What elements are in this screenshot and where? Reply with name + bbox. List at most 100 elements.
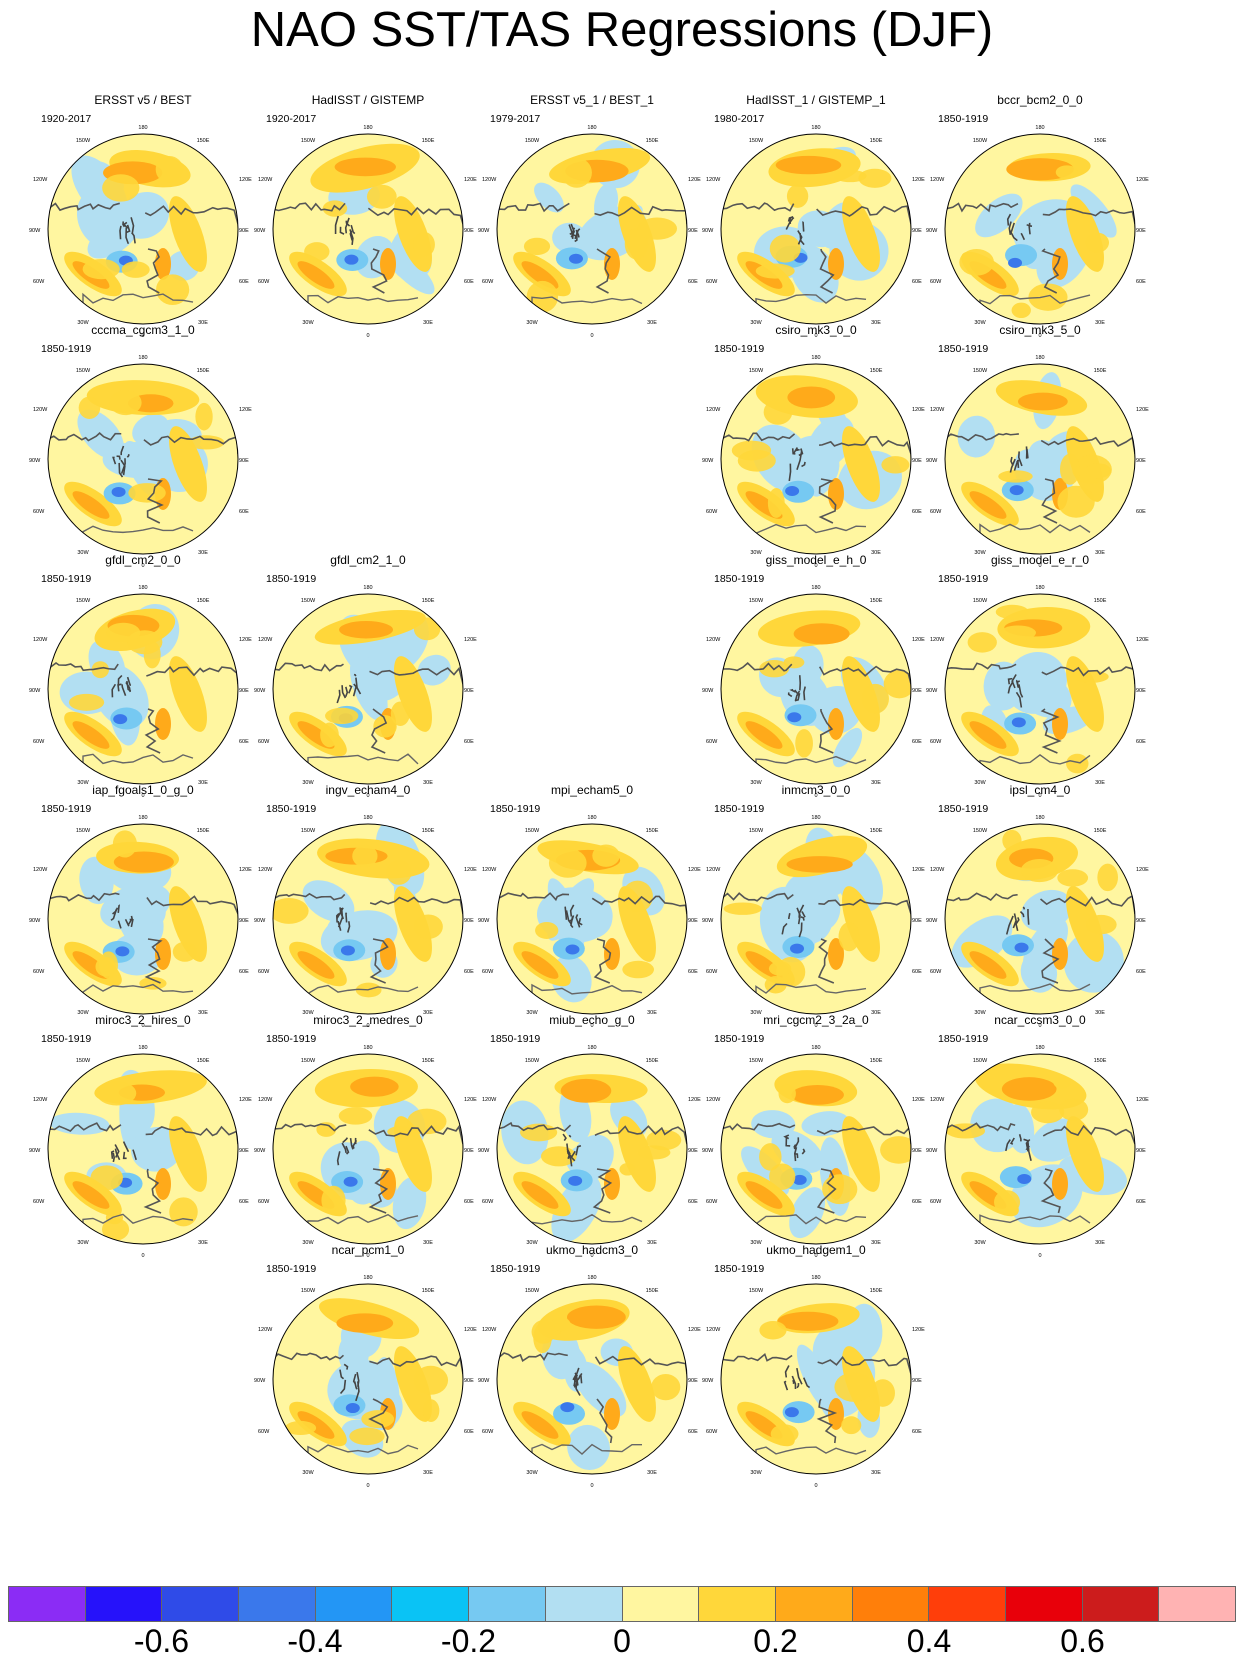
map-border	[47, 363, 239, 555]
map-lon-label: 30E	[1095, 550, 1105, 556]
map-lon-label: 0	[590, 1023, 593, 1029]
map-lon-label: 120W	[482, 1097, 497, 1103]
map-lon-label: 30E	[871, 550, 881, 556]
map-lon-label: 0	[1038, 563, 1041, 569]
map-panel-p19: miroc3_2_medres_0 180 0 150W 150E 120W 120E 90W…	[250, 1013, 486, 1259]
map-lon-label: 30E	[871, 1010, 881, 1016]
map-lon-label: 150W	[301, 1058, 316, 1064]
map-panel-p10: gfdl_cm2_1_0 180 0 150W 150E 120W 120E 90W 90E 60…	[250, 553, 486, 799]
panel-title: ncar_ccsm3_0_0	[994, 1013, 1086, 1027]
panel-title: gfdl_cm2_1_0	[330, 553, 406, 567]
polar-map: 180 0 150W 150E 120W 120E 90W 90E 60W 60E 30W 30E	[926, 585, 1149, 799]
colorbar-labels: -0.6 -0.4 -0.2 0 0.2 0.4 0.6	[0, 1624, 1244, 1659]
map-panel-p4: HadISST_1 / GISTEMP_1 180 0 150W 150E 120W 120…	[698, 93, 934, 339]
map-border	[944, 1053, 1136, 1245]
map-panel-p6: cccma_cgcm3_1_0 180 0 150W 150E 120W 120E 90W 90…	[25, 323, 261, 569]
map-lon-label: 150W	[525, 1288, 540, 1294]
map-lon-label: 120E	[239, 867, 252, 873]
map-lon-label: 120W	[706, 1327, 721, 1333]
panel-period: 1850-1919	[41, 573, 92, 585]
colorbar-swatch	[315, 1587, 393, 1621]
map-panel-p16: inmcm3_0_0 180 0 150W 150E 120W 120E 90W 90E 60W 6…	[698, 783, 934, 1029]
map-lon-label: 30E	[647, 1470, 657, 1476]
panel-title: ERSST v5_1 / BEST_1	[530, 93, 654, 107]
map-lon-label: 90W	[702, 918, 714, 924]
map-lon-label: 30W	[302, 780, 314, 786]
polar-map: 180 0 150W 150E 120W 120E 90W 90E 60W 60E 30W 30E	[702, 1045, 925, 1259]
map-panel-p12: giss_model_e_r_0 180 0 150W 150E 120W 120E 90W 9…	[922, 553, 1158, 799]
figure-title: NAO SST/TAS Regressions (DJF)	[250, 3, 994, 57]
polar-map: 180 0 150W 150E 120W 120E 90W 90E 60W 60E 30W 30E	[926, 355, 1149, 569]
map-lon-label: 150E	[646, 828, 659, 834]
map-lon-label: 120E	[239, 407, 252, 413]
map-lon-label: 30E	[198, 1240, 208, 1246]
map-lon-label: 90W	[926, 918, 938, 924]
map-lon-label: 150W	[76, 598, 91, 604]
map-lon-label: 150W	[973, 1058, 988, 1064]
map-lon-label: 150E	[870, 138, 883, 144]
map-lon-label: 90E	[912, 1148, 922, 1154]
map-panel-p17: ipsl_cm4_0 180 0 150W 150E 120W 120E 90W 90E 60W 6…	[922, 783, 1158, 1029]
map-panel-p15: mpi_echam5_0 180 0 150W 150E 120W 120E 90W 90E 60…	[474, 783, 710, 1029]
map-lon-label: 60W	[706, 509, 718, 515]
map-lon-label: 150W	[973, 828, 988, 834]
map-lon-label: 90E	[688, 1378, 698, 1384]
panel-period: 1920-2017	[266, 113, 317, 125]
map-lon-label: 150W	[749, 1288, 764, 1294]
map-lon-label: 60W	[33, 739, 45, 745]
map-lon-label: 150E	[197, 828, 210, 834]
map-lon-label: 90E	[464, 918, 474, 924]
map-lon-label: 150W	[973, 368, 988, 374]
map-lon-label: 150E	[870, 1288, 883, 1294]
map-lon-label: 90E	[239, 458, 249, 464]
map-lon-label: 150E	[422, 598, 435, 604]
map-lon-label: 90E	[912, 1378, 922, 1384]
panel-title: ERSST v5 / BEST	[94, 93, 192, 107]
map-lon-label: 30W	[302, 1010, 314, 1016]
map-lon-label: 0	[814, 793, 817, 799]
map-lon-label: 90E	[1136, 228, 1146, 234]
map-lon-label: 0	[141, 563, 144, 569]
map-lon-label: 120W	[33, 867, 48, 873]
panel-period: 1850-1919	[714, 343, 765, 355]
panel-title: HadISST_1 / GISTEMP_1	[746, 93, 886, 107]
map-border	[720, 823, 912, 1015]
map-lon-label: 30E	[871, 780, 881, 786]
map-panel-p18: miroc3_2_hires_0 180 0 150W 150E 120W 120E 90W 9…	[25, 1013, 261, 1259]
map-lon-label: 60W	[258, 969, 270, 975]
map-panel-p5: bccr_bcm2_0_0 180 0 150W 150E 120W 120E 90W 90E 6…	[922, 93, 1158, 339]
map-lon-label: 60W	[482, 1429, 494, 1435]
map-lon-label: 120W	[930, 867, 945, 873]
map-lon-label: 30W	[750, 1010, 762, 1016]
map-lon-label: 150E	[1094, 1058, 1107, 1064]
map-lon-label: 120W	[930, 177, 945, 183]
polar-map: 180 0 150W 150E 120W 120E 90W 90E 60W 60E 30W 30E	[926, 1045, 1149, 1259]
map-lon-label: 120W	[258, 637, 273, 643]
map-lon-label: 120W	[482, 867, 497, 873]
map-lon-label: 120E	[912, 1097, 925, 1103]
map-panel-p24: ukmo_hadcm3_0 180 0 150W 150E 120W 120E 90W 90E 6…	[474, 1243, 710, 1489]
map-lon-label: 90W	[29, 458, 41, 464]
map-lon-label: 60E	[688, 1199, 698, 1205]
map-lon-label: 180	[138, 355, 147, 361]
map-lon-label: 60W	[258, 739, 270, 745]
map-lon-label: 0	[814, 563, 817, 569]
map-lon-label: 30W	[750, 1240, 762, 1246]
map-lon-label: 60W	[482, 279, 494, 285]
colorbar-swatch	[699, 1587, 776, 1621]
map-lon-label: 150E	[197, 138, 210, 144]
map-lon-label: 0	[590, 1253, 593, 1259]
panel-title: inmcm3_0_0	[781, 783, 851, 797]
map-lon-label: 180	[138, 125, 147, 131]
map-lon-label: 30W	[974, 780, 986, 786]
map-panel-p22: ncar_ccsm3_0_0 180 0 150W 150E 120W 120E 90W 90E…	[922, 1013, 1158, 1259]
map-lon-label: 120E	[688, 867, 701, 873]
map-lon-label: 60W	[930, 739, 942, 745]
map-lon-label: 90W	[29, 1148, 41, 1154]
map-lon-label: 180	[811, 355, 820, 361]
map-lon-label: 90W	[254, 688, 266, 694]
map-lon-label: 180	[363, 1045, 372, 1051]
map-lon-label: 60W	[930, 969, 942, 975]
panel-title: mri_cgcm2_3_2a_0	[763, 1013, 869, 1027]
map-panel-p7: csiro_mk3_0_0 180 0 150W 150E 120W 120E 90W 90E 6…	[698, 323, 934, 569]
